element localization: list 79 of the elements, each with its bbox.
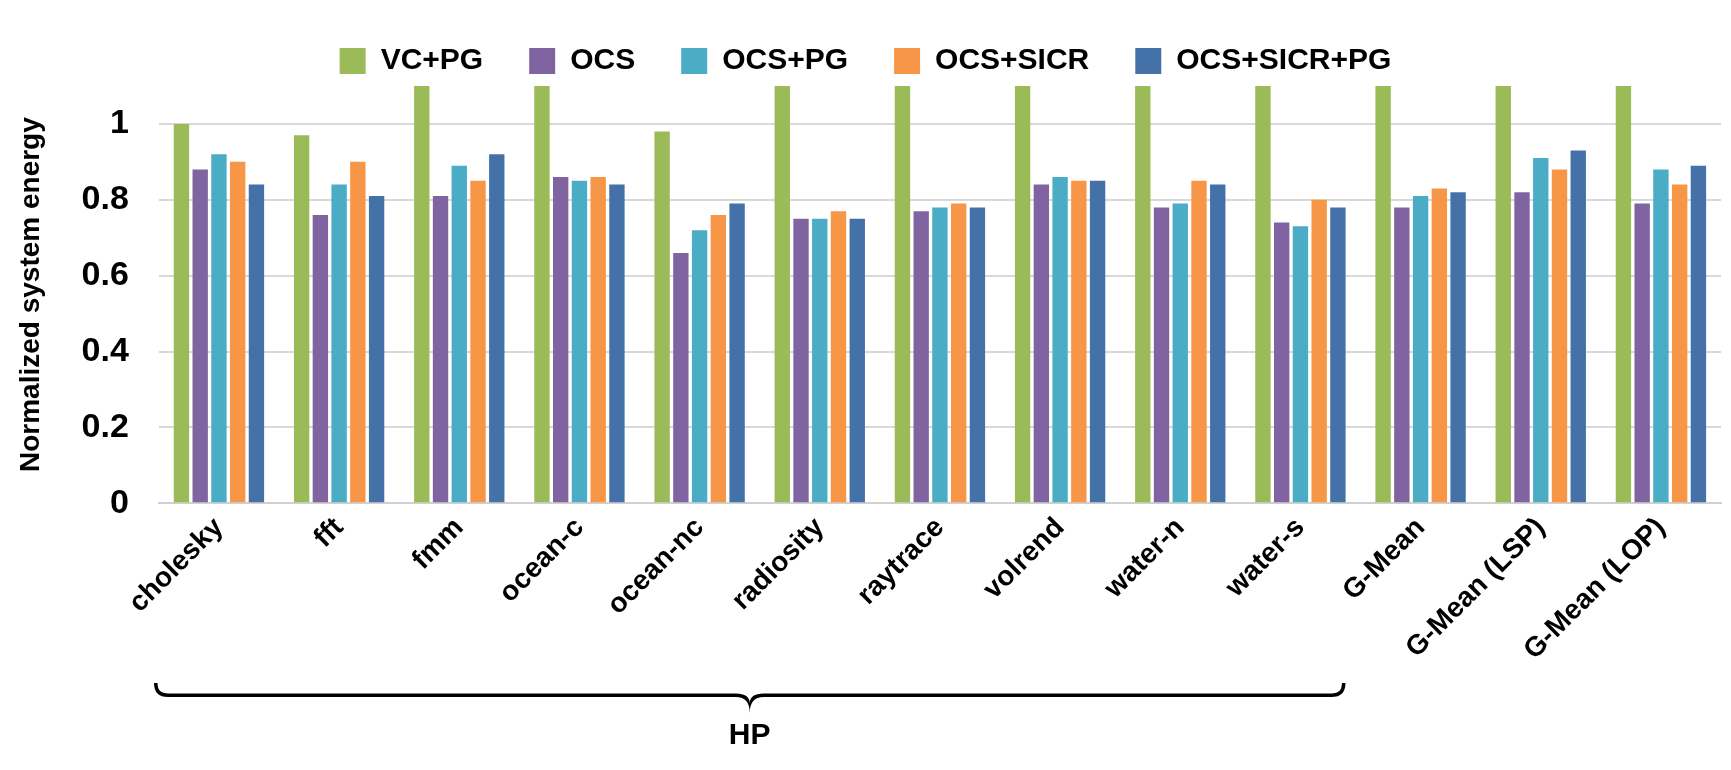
bar xyxy=(1014,86,1031,503)
bar xyxy=(1033,184,1050,503)
bar xyxy=(654,131,670,503)
bar xyxy=(1071,180,1087,503)
bar xyxy=(793,218,809,503)
bar xyxy=(950,203,967,503)
bar xyxy=(1450,192,1466,503)
bar xyxy=(432,196,449,503)
bar xyxy=(1052,177,1068,503)
y-tick-label: 0.4 xyxy=(81,329,129,368)
bar xyxy=(1533,158,1549,503)
bar xyxy=(710,214,727,503)
legend-label: OCS+SICR+PG xyxy=(1176,42,1392,76)
y-tick-label: 1 xyxy=(109,102,129,141)
bar xyxy=(1570,150,1586,503)
text: HP xyxy=(728,717,771,751)
bar xyxy=(1514,192,1530,503)
bar xyxy=(1671,184,1688,503)
bar xyxy=(774,86,790,503)
bar xyxy=(192,169,208,503)
bar xyxy=(350,161,366,503)
bar xyxy=(812,218,828,503)
bar xyxy=(1089,180,1106,503)
legend-label: VC+PG xyxy=(380,42,484,76)
bar xyxy=(1495,86,1511,503)
legend-label: OCS+PG xyxy=(722,42,849,76)
bar xyxy=(1551,169,1568,503)
bar xyxy=(1431,188,1448,503)
x-tick-label: fft xyxy=(307,510,349,553)
bar xyxy=(1311,199,1327,503)
bar xyxy=(368,196,385,503)
bar xyxy=(489,154,505,503)
bar xyxy=(1172,203,1188,503)
legend-label: OCS+SICR xyxy=(935,42,1090,76)
bar xyxy=(230,161,246,503)
bar xyxy=(894,86,911,503)
bar xyxy=(173,123,190,503)
bar xyxy=(1135,86,1151,503)
bar xyxy=(969,207,986,503)
legend-label: OCS xyxy=(570,42,636,76)
bar xyxy=(414,86,430,503)
bar xyxy=(470,180,486,503)
bar xyxy=(331,184,347,503)
y-tick-label: 0 xyxy=(109,481,129,520)
bar xyxy=(451,165,467,503)
bar xyxy=(1255,86,1271,503)
bar xyxy=(553,177,569,503)
bar xyxy=(1653,169,1669,503)
bar xyxy=(1292,226,1309,503)
bar xyxy=(932,207,948,503)
bar xyxy=(571,180,588,503)
bar xyxy=(1690,165,1707,503)
bar xyxy=(1412,196,1429,503)
bar xyxy=(1394,207,1410,503)
y-tick-label: 0.6 xyxy=(81,254,129,293)
bar xyxy=(312,214,329,503)
bar xyxy=(729,203,745,503)
y-tick-label: 0.2 xyxy=(81,405,129,444)
bar xyxy=(673,252,689,503)
bar xyxy=(293,135,310,503)
bar xyxy=(1210,184,1226,503)
bar xyxy=(1273,222,1290,503)
y-tick-label: 0.8 xyxy=(81,178,129,217)
bar xyxy=(534,86,550,503)
bar xyxy=(691,230,708,503)
bar xyxy=(1153,207,1170,503)
bar xyxy=(211,154,227,503)
bar xyxy=(1634,203,1650,503)
bar xyxy=(248,184,265,503)
bar xyxy=(1615,86,1632,503)
bar xyxy=(609,184,625,503)
bar xyxy=(830,211,847,503)
bar xyxy=(590,177,606,503)
bar xyxy=(1191,180,1207,503)
bar xyxy=(1330,207,1346,503)
y-axis-title: Normalized system energy xyxy=(13,116,45,473)
bar xyxy=(913,211,929,503)
bar xyxy=(849,218,865,503)
bar xyxy=(1375,86,1391,503)
